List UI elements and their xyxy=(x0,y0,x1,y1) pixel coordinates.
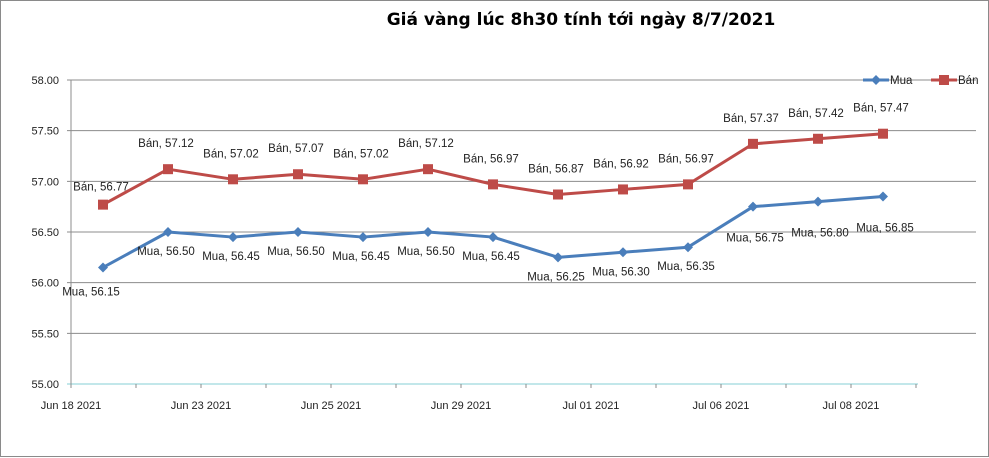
data-label: Bán, 57.47 xyxy=(853,103,909,115)
data-label: Mua, 56.15 xyxy=(62,286,120,298)
data-point-marker xyxy=(423,227,433,237)
data-point-marker xyxy=(683,242,693,253)
data-point-marker xyxy=(553,189,563,200)
data-label: Mua, 56.50 xyxy=(397,246,455,258)
data-point-marker xyxy=(553,252,563,263)
y-tick-label: 55.00 xyxy=(31,379,59,391)
x-tick-label: Jul 08 2021 xyxy=(823,400,880,412)
x-tick-label: Jul 06 2021 xyxy=(693,400,750,412)
data-point-marker xyxy=(618,247,628,258)
data-point-marker xyxy=(618,184,628,195)
data-label: Mua, 56.75 xyxy=(726,233,784,245)
data-point-marker xyxy=(163,164,173,175)
x-tick-label: Jun 18 2021 xyxy=(41,400,102,412)
data-label: Mua, 56.25 xyxy=(527,271,585,283)
data-label: Mua, 56.30 xyxy=(592,266,650,278)
data-label: Bán, 57.12 xyxy=(138,138,194,150)
data-point-marker xyxy=(813,133,823,144)
data-point-marker xyxy=(878,191,888,202)
legend-marker xyxy=(939,75,949,85)
data-point-marker xyxy=(358,174,368,185)
data-point-marker xyxy=(488,232,498,243)
data-label: Mua, 56.45 xyxy=(462,251,520,263)
data-point-marker xyxy=(228,174,238,185)
y-tick-label: 58.00 xyxy=(31,75,59,87)
series-line-ban xyxy=(102,132,884,206)
data-label: Bán, 56.92 xyxy=(593,158,649,170)
data-point-marker xyxy=(423,164,433,175)
data-point-marker xyxy=(293,169,303,180)
data-point-marker xyxy=(748,201,758,212)
data-point-marker xyxy=(358,232,368,243)
data-label: Mua, 56.45 xyxy=(332,251,390,263)
x-tick-label: Jun 23 2021 xyxy=(171,400,232,412)
data-label: Bán, 57.37 xyxy=(723,113,779,125)
data-point-marker xyxy=(748,138,758,149)
data-label: Bán, 56.97 xyxy=(463,153,519,165)
data-label: Bán, 57.07 xyxy=(268,143,324,155)
data-label: Bán, 57.12 xyxy=(398,138,454,150)
data-label: Bán, 56.77 xyxy=(73,182,129,194)
data-label: Bán, 57.02 xyxy=(333,148,389,160)
x-tick-label: Jul 01 2021 xyxy=(563,400,620,412)
data-label: Mua, 56.80 xyxy=(791,228,849,240)
data-point-marker xyxy=(163,227,173,237)
chart-title: Giá vàng lúc 8h30 tính tới ngày 8/7/2021 xyxy=(387,10,776,30)
data-label: Bán, 56.97 xyxy=(658,153,714,165)
x-tick-label: Jun 29 2021 xyxy=(431,400,492,412)
data-point-marker xyxy=(813,196,823,207)
data-label: Mua, 56.45 xyxy=(202,251,260,263)
y-tick-label: 55.50 xyxy=(31,328,59,340)
data-label: Mua, 56.50 xyxy=(137,246,195,258)
data-label: Bán, 57.42 xyxy=(788,108,844,120)
data-point-marker xyxy=(98,262,108,273)
data-point-marker xyxy=(98,199,108,210)
data-point-marker xyxy=(293,227,303,237)
data-point-marker xyxy=(683,179,693,190)
data-label: Bán, 57.02 xyxy=(203,148,259,160)
data-point-marker xyxy=(228,232,238,243)
data-label: Mua, 56.35 xyxy=(657,261,715,273)
legend-marker xyxy=(871,75,881,85)
data-point-marker xyxy=(488,179,498,190)
data-label: Bán, 56.87 xyxy=(528,164,584,176)
legend-label: Mua xyxy=(890,75,913,87)
x-tick-label: Jun 25 2021 xyxy=(301,400,362,412)
y-tick-label: 56.50 xyxy=(31,227,59,239)
y-tick-label: 57.00 xyxy=(31,176,59,188)
y-tick-label: 57.50 xyxy=(31,126,59,138)
data-label: Mua, 56.50 xyxy=(267,246,325,258)
y-tick-label: 56.00 xyxy=(31,278,59,290)
data-label: Mua, 56.85 xyxy=(856,223,914,235)
data-point-marker xyxy=(878,128,888,139)
legend-label: Bán xyxy=(958,75,978,87)
